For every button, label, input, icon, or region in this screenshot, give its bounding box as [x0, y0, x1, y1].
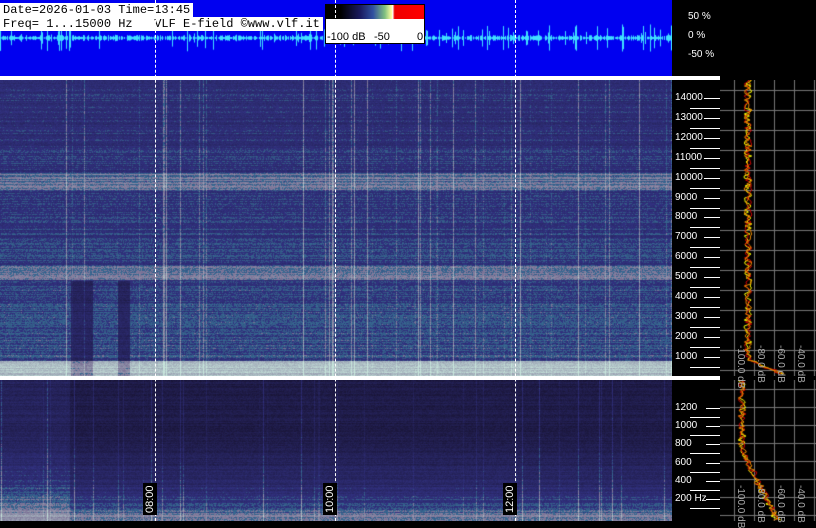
wave-scale-50: 50 % [688, 11, 711, 22]
freq-label: 2000 [675, 330, 698, 342]
freq-minor-tick [690, 508, 720, 509]
spectrogram-main [0, 80, 672, 376]
freq-minor-tick [690, 307, 720, 308]
time-gridline [155, 0, 156, 521]
freq-minor-tick [690, 227, 720, 229]
spectrum-profile-low [720, 380, 816, 521]
freq-tick [704, 237, 720, 239]
freq-label: 13000 [675, 111, 703, 123]
freq-label: 1000 [675, 350, 698, 362]
freq-minor-tick [690, 435, 720, 437]
freq-minor-tick [690, 267, 720, 269]
freq-minor-tick [690, 147, 720, 149]
db-label: -100.0 dB [735, 345, 746, 389]
freq-tick [704, 117, 720, 119]
freq-tick [704, 98, 720, 99]
freq-minor-tick [690, 167, 720, 169]
freq-label: 6000 [675, 251, 698, 263]
freq-tick [706, 444, 720, 446]
time-gridline [335, 0, 336, 521]
freq-minor-tick [690, 471, 720, 473]
separator [0, 76, 720, 80]
freq-label: 4000 [675, 291, 698, 302]
date-time-label: Date=2026-01-03 Time=13:45 [0, 3, 194, 17]
low-freq-label: 600 [675, 456, 692, 468]
colorbar-label-min: -100 dB [327, 31, 366, 43]
low-freq-label: 1000 [675, 420, 698, 432]
wave-scale-0: 0 % [688, 30, 706, 41]
freq-tick [706, 499, 720, 500]
freq-minor-tick [690, 108, 720, 109]
freq-minor-tick [690, 346, 720, 348]
low-freq-label: 200 Hz [675, 493, 707, 504]
freq-tick [704, 336, 720, 338]
spectrum-profile-main [720, 80, 816, 376]
freq-tick [704, 197, 720, 199]
freq-minor-tick [690, 187, 720, 189]
freq-label: 9000 [675, 191, 698, 203]
freq-label: 8000 [675, 211, 698, 223]
db-label: -100.0 dB [735, 485, 746, 528]
low-freq-label: 800 [675, 438, 692, 450]
freq-minor-tick [690, 287, 720, 289]
frequency-label: Freq= 1...15000 Hz VLF E-field ©www.vlf.… [0, 17, 323, 31]
low-freq-label: 1200 [675, 402, 698, 413]
freq-tick [704, 157, 720, 159]
separator [0, 376, 720, 380]
colorbar-label-max: 0 [417, 31, 424, 43]
freq-label: 5000 [675, 271, 698, 283]
freq-tick [704, 297, 720, 298]
freq-minor-tick [690, 127, 720, 129]
time-label: 12:00 [503, 483, 517, 515]
wave-scale-minus50: -50 % [688, 49, 715, 60]
freq-tick [706, 462, 720, 464]
colorbar: -100 dB -50 0 [325, 4, 425, 44]
freq-label: 3000 [675, 310, 698, 322]
colorbar-label-mid: -50 [374, 31, 390, 43]
freq-tick [704, 177, 720, 179]
freq-tick [706, 480, 720, 482]
freq-minor-tick [690, 247, 720, 249]
freq-tick [704, 257, 720, 259]
freq-tick [704, 316, 720, 318]
freq-tick [706, 408, 720, 409]
freq-minor-tick [690, 366, 720, 368]
freq-minor-tick [690, 489, 720, 491]
freq-minor-tick [690, 453, 720, 455]
freq-minor-tick [690, 417, 720, 418]
time-label: 08:00 [143, 483, 157, 515]
freq-label: 14000 [675, 92, 703, 103]
freq-label: 11000 [675, 151, 703, 163]
freq-tick [704, 137, 720, 139]
freq-minor-tick [690, 207, 720, 209]
freq-tick [704, 277, 720, 279]
freq-label: 7000 [675, 231, 698, 243]
low-freq-label: 400 [675, 474, 692, 486]
db-label: -60.0 dB [775, 345, 786, 383]
db-label: -80.0 dB [755, 345, 766, 383]
time-label: 10:00 [323, 483, 337, 515]
time-gridline [515, 0, 516, 521]
freq-minor-tick [690, 326, 720, 328]
freq-label: 12000 [675, 131, 703, 143]
freq-tick [704, 356, 720, 358]
freq-tick [706, 426, 720, 428]
colorbar-gradient [326, 5, 424, 19]
db-label: -40.0 dB [795, 345, 806, 383]
db-label: -40.0 dB [795, 485, 806, 523]
freq-tick [704, 217, 720, 219]
db-label: -60.0 dB [775, 485, 786, 523]
db-label: -80.0 dB [755, 485, 766, 523]
freq-label: 10000 [675, 171, 703, 183]
